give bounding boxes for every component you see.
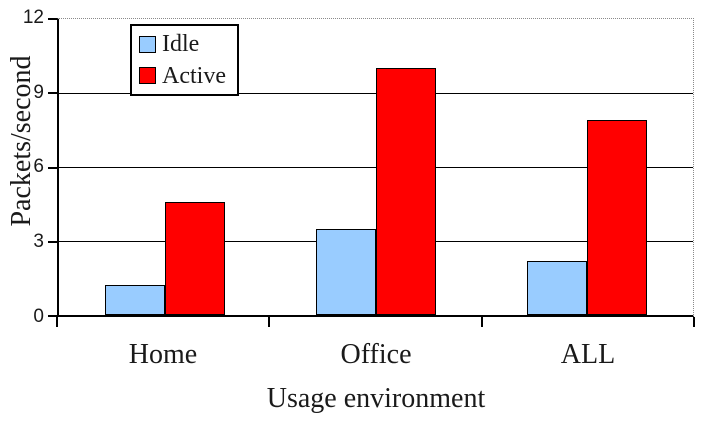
bar-active-home [164,201,225,315]
bar-idle-home [104,285,165,315]
y-axis-tick-label: 3 [33,231,44,252]
legend-swatch-idle [139,35,156,53]
legend-swatch-active [139,67,156,85]
y-axis-tick-label: 9 [33,82,44,103]
x-axis-tick [268,317,271,327]
y-axis-tick [48,240,57,243]
x-axis-category-label-home: Home [128,339,198,370]
x-axis-tick [56,317,58,327]
y-axis-tick [48,18,57,20]
y-axis-tick [48,92,57,95]
legend-label-active: Active [162,62,226,89]
bar-active-all [587,120,648,315]
legend: Idle Active [130,24,239,96]
x-axis-category-label-all: ALL [560,339,616,370]
y-axis-tick [48,166,57,169]
plot-area [57,18,694,317]
legend-item-active: Active [139,63,237,89]
y-axis-tick [48,315,57,317]
x-axis-tick [693,317,695,327]
y-axis-tick-label: 12 [22,7,44,28]
x-axis-tick [480,317,483,327]
bar-idle-all [527,260,588,315]
y-axis-tick-label: 0 [33,306,44,327]
legend-label-idle: Idle [162,31,200,58]
bar-idle-office [316,228,376,315]
y-axis-tick-label: 6 [33,156,44,177]
x-axis-title: Usage environment [266,383,486,414]
bar-active-office [376,68,436,315]
y-axis-title: Packets/second [6,55,37,227]
legend-item-idle: Idle [139,31,237,57]
x-axis-category-label-office: Office [340,339,412,370]
